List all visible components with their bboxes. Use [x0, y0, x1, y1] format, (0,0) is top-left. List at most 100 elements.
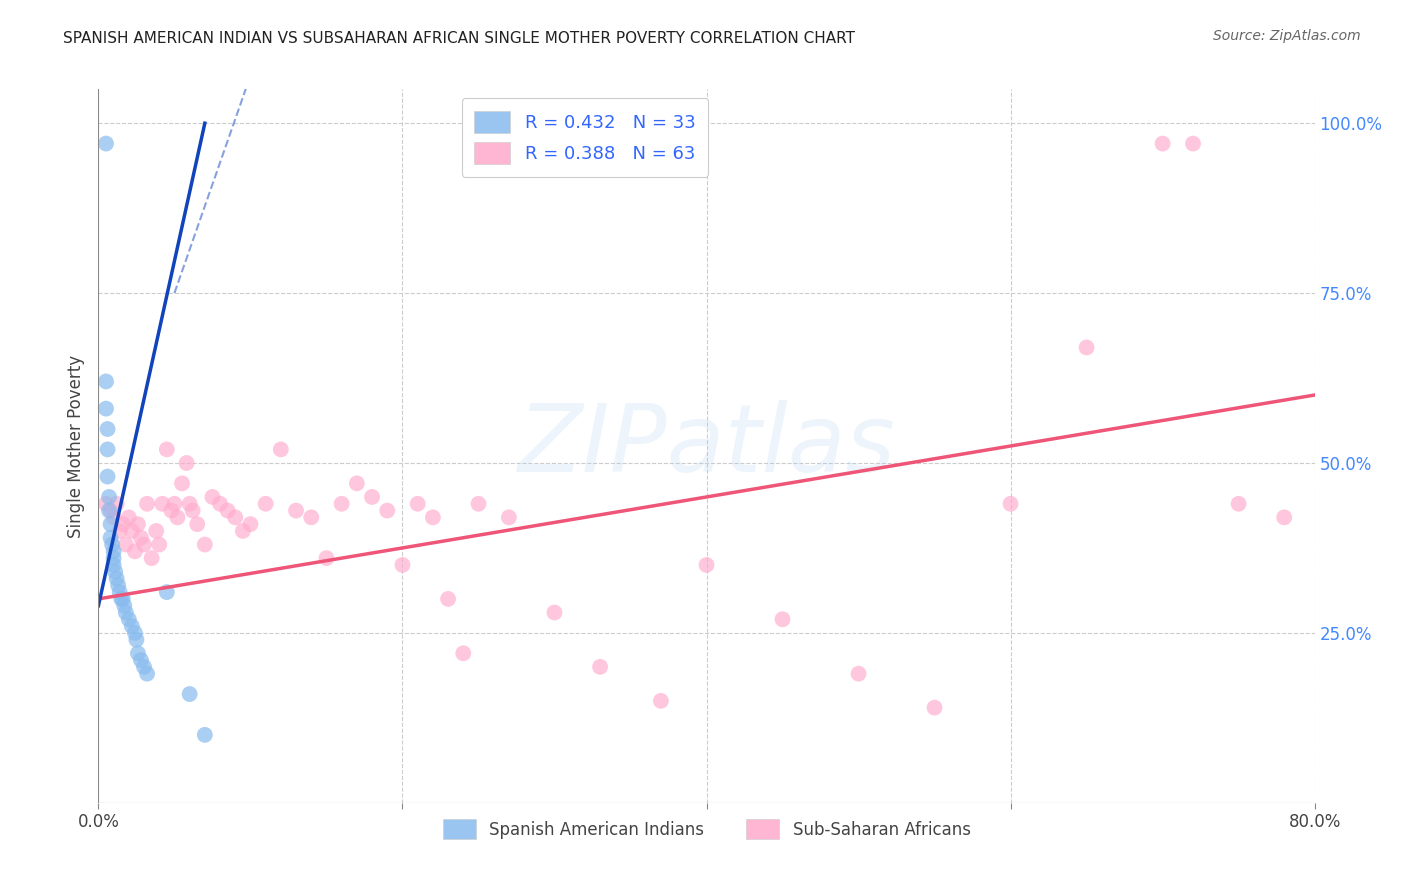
Point [437, 591, 460, 606]
Point [112, 599, 135, 613]
Point [105, 497, 128, 511]
Point [111, 591, 134, 606]
Point [179, 497, 201, 511]
Point [136, 666, 159, 681]
Point [94, 136, 117, 151]
Point [1076, 341, 1098, 355]
Text: Source: ZipAtlas.com: Source: ZipAtlas.com [1213, 29, 1361, 43]
Point [103, 558, 125, 572]
Point [110, 591, 132, 606]
Point [100, 503, 122, 517]
Point [136, 497, 159, 511]
Point [194, 537, 217, 551]
Point [145, 524, 167, 538]
Point [101, 537, 124, 551]
Point [270, 442, 292, 457]
Point [772, 612, 794, 626]
Point [166, 510, 188, 524]
Point [224, 510, 246, 524]
Point [422, 510, 444, 524]
Text: SPANISH AMERICAN INDIAN VS SUBSAHARAN AFRICAN SINGLE MOTHER POVERTY CORRELATION : SPANISH AMERICAN INDIAN VS SUBSAHARAN AF… [63, 31, 855, 46]
Point [103, 544, 125, 558]
Point [98, 490, 121, 504]
Point [160, 503, 183, 517]
Point [176, 456, 198, 470]
Point [141, 551, 163, 566]
Point [148, 537, 170, 551]
Point [105, 572, 128, 586]
Y-axis label: Single Mother Poverty: Single Mother Poverty [66, 354, 84, 538]
Point [96, 442, 118, 457]
Point [103, 551, 125, 566]
Point [114, 537, 136, 551]
Point [696, 558, 718, 572]
Point [114, 606, 136, 620]
Point [209, 497, 232, 511]
Point [103, 510, 125, 524]
Point [108, 524, 131, 538]
Point [121, 619, 143, 633]
Point [127, 646, 149, 660]
Point [124, 544, 146, 558]
Point [100, 517, 122, 532]
Point [848, 666, 870, 681]
Point [179, 687, 201, 701]
Point [156, 442, 179, 457]
Point [170, 476, 193, 491]
Point [299, 510, 322, 524]
Point [375, 503, 398, 517]
Text: ZIPatlas: ZIPatlas [517, 401, 896, 491]
Point [1182, 136, 1205, 151]
Point [330, 497, 353, 511]
Point [315, 551, 337, 566]
Point [285, 503, 308, 517]
Point [467, 497, 489, 511]
Point [100, 531, 122, 545]
Point [1272, 510, 1295, 524]
Point [650, 694, 672, 708]
Point [361, 490, 384, 504]
Point [391, 558, 413, 572]
Point [108, 585, 131, 599]
Point [111, 517, 134, 532]
Point [254, 497, 277, 511]
Point [543, 606, 565, 620]
Point [132, 660, 155, 674]
Point [498, 510, 520, 524]
Point [94, 375, 117, 389]
Point [186, 517, 208, 532]
Point [163, 497, 186, 511]
Point [107, 578, 129, 592]
Point [118, 510, 141, 524]
Point [217, 503, 239, 517]
Point [96, 469, 118, 483]
Point [453, 646, 475, 660]
Point [150, 497, 173, 511]
Point [194, 728, 217, 742]
Point [132, 537, 155, 551]
Point [589, 660, 612, 674]
Point [156, 585, 179, 599]
Point [1152, 136, 1174, 151]
Point [924, 700, 946, 714]
Point [239, 517, 262, 532]
Legend: Spanish American Indians, Sub-Saharan Africans: Spanish American Indians, Sub-Saharan Af… [436, 813, 977, 846]
Point [129, 531, 152, 545]
Point [181, 503, 204, 517]
Point [125, 632, 148, 647]
Point [346, 476, 368, 491]
Point [1000, 497, 1022, 511]
Point [94, 497, 117, 511]
Point [124, 626, 146, 640]
Point [104, 565, 127, 579]
Point [118, 612, 141, 626]
Point [127, 517, 149, 532]
Point [94, 401, 117, 416]
Point [1227, 497, 1250, 511]
Point [406, 497, 429, 511]
Point [98, 503, 121, 517]
Point [232, 524, 254, 538]
Point [121, 524, 143, 538]
Point [96, 422, 118, 436]
Point [201, 490, 224, 504]
